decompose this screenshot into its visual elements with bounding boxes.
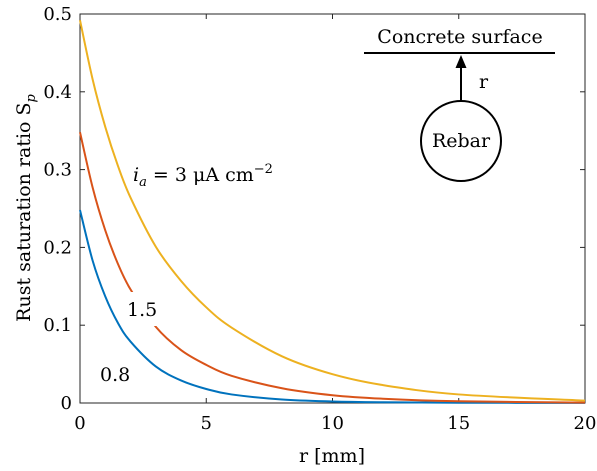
current-density-symbol: i [133, 164, 139, 186]
y-axis-label: Rust saturation ratio Sp [13, 93, 39, 321]
y-tick-label: 0.1 [43, 315, 72, 336]
concrete-surface-label: Concrete surface [377, 26, 542, 48]
x-tick-label: 0 [74, 413, 85, 434]
current-density-subscript: a [139, 175, 147, 190]
y-tick-label: 0.2 [43, 237, 72, 258]
current-density-value: = 3 μA cm [147, 164, 254, 186]
y-axis-label-subscript: p [24, 93, 39, 102]
series-group [79, 20, 586, 404]
x-axis-label: r [mm] [299, 445, 365, 467]
rebar-label: Rebar [432, 130, 491, 152]
current-density-exponent: −2 [254, 162, 273, 177]
plot-area-frame [79, 13, 586, 404]
series-line-1-5 [79, 132, 586, 404]
rebar-schematic: Concrete surface r Rebar [364, 26, 555, 182]
axis-ticks [79, 13, 586, 404]
series-line-0-8 [79, 209, 586, 404]
x-tick-label: 10 [321, 413, 344, 434]
series-label-0-8: 0.8 [100, 364, 130, 386]
y-tick-label: 0.5 [43, 4, 72, 25]
y-tick-label: 0.3 [43, 160, 72, 181]
x-tick-label: 5 [201, 413, 212, 434]
rebar-circle [420, 100, 502, 182]
x-tick-label: 15 [447, 413, 470, 434]
label-1-5-background [122, 292, 158, 326]
series-line-3 [79, 20, 586, 402]
y-tick-label: 0.4 [43, 82, 72, 103]
radius-label: r [479, 71, 489, 93]
current-density-annotation: ia = 3 μA cm−2 [133, 162, 273, 190]
axis-tick-labels: 0 5 10 15 20 0 0.1 0.2 0.3 0.4 0.5 [43, 4, 596, 434]
series-label-1-5: 1.5 [127, 299, 157, 321]
radius-arrow-head [455, 55, 467, 68]
y-axis-label-main: Rust saturation ratio S [13, 102, 35, 321]
x-tick-label: 20 [574, 413, 597, 434]
y-tick-label: 0 [61, 393, 72, 414]
